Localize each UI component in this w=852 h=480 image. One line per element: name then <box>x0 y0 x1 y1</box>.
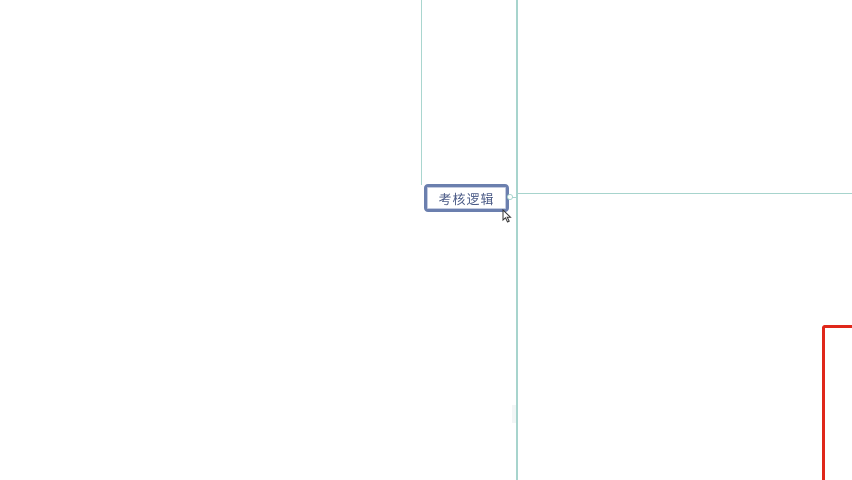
collapse-toggle-icon[interactable] <box>507 194 513 200</box>
topic-label: 考核逻辑 <box>438 192 495 208</box>
highlight-frame <box>822 325 852 480</box>
mouse-pointer-icon <box>502 209 512 223</box>
branch-connector-right <box>518 193 852 194</box>
branch-connector-left <box>421 0 422 185</box>
faint-artifact <box>512 405 516 423</box>
topic-node[interactable]: 考核逻辑 <box>424 184 509 212</box>
trunk-connector <box>516 0 518 480</box>
node-connector-stub <box>509 197 517 198</box>
